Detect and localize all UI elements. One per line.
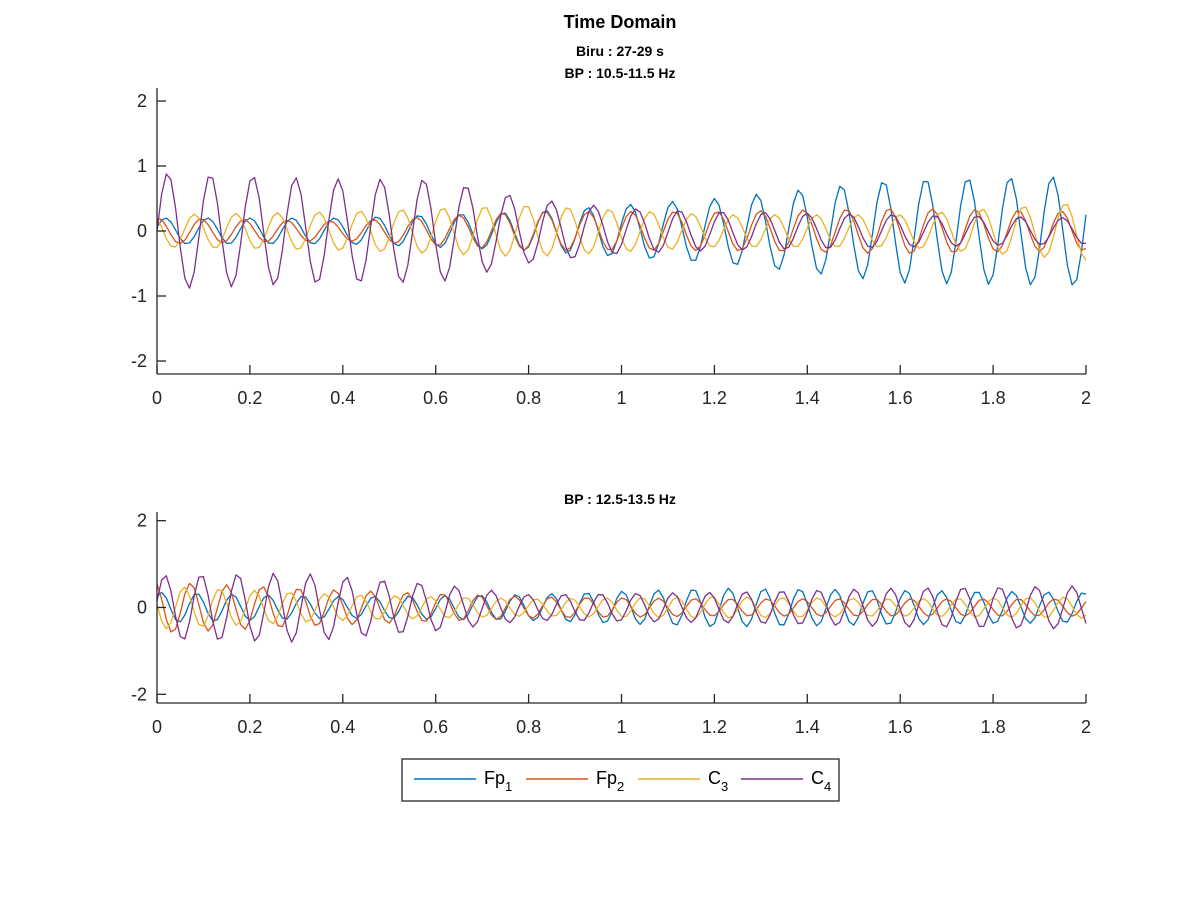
top-y-tick-label: -2: [131, 351, 147, 371]
top-x-tick-label: 2: [1081, 388, 1091, 408]
bottom-x-tick-label: 1.2: [702, 717, 727, 737]
top-series-fp1: [156, 176, 1087, 286]
bottom-x-tick-label: 0.8: [516, 717, 541, 737]
legend-label-fp2: Fp2: [596, 768, 624, 794]
bottom-x-tick-label: 1.4: [795, 717, 820, 737]
bottom-y-tick-label: 0: [137, 598, 147, 618]
legend-label-fp1: Fp1: [484, 768, 512, 794]
top-series-layer: [156, 173, 1087, 289]
axes-top: 0 0.2 0.4 0.6 0.8 1 1.2 1.4 1.6 1.8 2 -2 -1 0 1 2: [131, 88, 1091, 408]
bottom-x-tick-label: 1: [616, 717, 626, 737]
top-axis-layer: 0 0.2 0.4 0.6 0.8 1 1.2 1.4 1.6 1.8 2 -2 -1 0 1 2: [131, 88, 1091, 408]
top-x-tick-label: 0.8: [516, 388, 541, 408]
bottom-series-fp1: [156, 587, 1087, 628]
top-series-c4: [156, 173, 1087, 289]
top-subtitle-band: BP : 10.5-11.5 Hz: [564, 65, 675, 81]
bottom-x-tick-label: 0.6: [423, 717, 448, 737]
bottom-series-c4: [156, 572, 1087, 643]
top-x-tick-label: 0.2: [237, 388, 262, 408]
top-y-tick-label: -1: [131, 286, 147, 306]
legend-label-c4: C4: [811, 768, 831, 794]
bottom-x-tick-label: 0: [152, 717, 162, 737]
legend-box: [401, 758, 840, 802]
legend-item-c3[interactable]: C3: [638, 768, 728, 794]
bottom-y-tick-label: -2: [131, 684, 147, 704]
top-y-tick-label: 1: [137, 156, 147, 176]
bottom-series-layer: [156, 572, 1087, 643]
bottom-x-tick-label: 0.2: [237, 717, 262, 737]
bottom-x-tick-label: 2: [1081, 717, 1091, 737]
top-x-tick-label: 1: [616, 388, 626, 408]
legend-item-c4[interactable]: C4: [741, 768, 831, 794]
top-series-c3: [156, 203, 1087, 261]
bottom-x-tick-label: 1.6: [888, 717, 913, 737]
bottom-y-tick-label: 2: [137, 511, 147, 531]
bottom-x-tick-label: 0.4: [330, 717, 355, 737]
top-y-tick-label: 2: [137, 91, 147, 111]
legend-item-fp1[interactable]: Fp1: [414, 768, 512, 794]
top-x-tick-label: 0: [152, 388, 162, 408]
legend-item-fp2[interactable]: Fp2: [526, 768, 624, 794]
bottom-axis-layer: 0 0.2 0.4 0.6 0.8 1 1.2 1.4 1.6 1.8 2-202: [131, 511, 1091, 737]
top-x-tick-label: 1.6: [888, 388, 913, 408]
bottom-x-tick-label: 1.8: [981, 717, 1006, 737]
top-x-tick-label: 1.8: [981, 388, 1006, 408]
top-subtitle-window: Biru : 27-29 s: [576, 43, 664, 59]
axes-bottom: 0 0.2 0.4 0.6 0.8 1 1.2 1.4 1.6 1.8 2-202: [131, 511, 1091, 737]
top-y-tick-label: 0: [137, 221, 147, 241]
top-x-tick-label: 0.6: [423, 388, 448, 408]
figure-title: Time Domain: [564, 12, 677, 32]
bottom-subtitle-band: BP : 12.5-13.5 Hz: [564, 491, 676, 507]
top-series-fp2: [156, 208, 1087, 254]
top-x-tick-label: 1.4: [795, 388, 820, 408]
top-x-tick-label: 0.4: [330, 388, 355, 408]
legend[interactable]: Fp1 Fp2 C3 C4: [401, 758, 840, 802]
bottom-series-c3: [156, 586, 1087, 630]
top-x-tick-label: 1.2: [702, 388, 727, 408]
legend-label-c3: C3: [708, 768, 728, 794]
bottom-series-fp2: [156, 582, 1087, 633]
